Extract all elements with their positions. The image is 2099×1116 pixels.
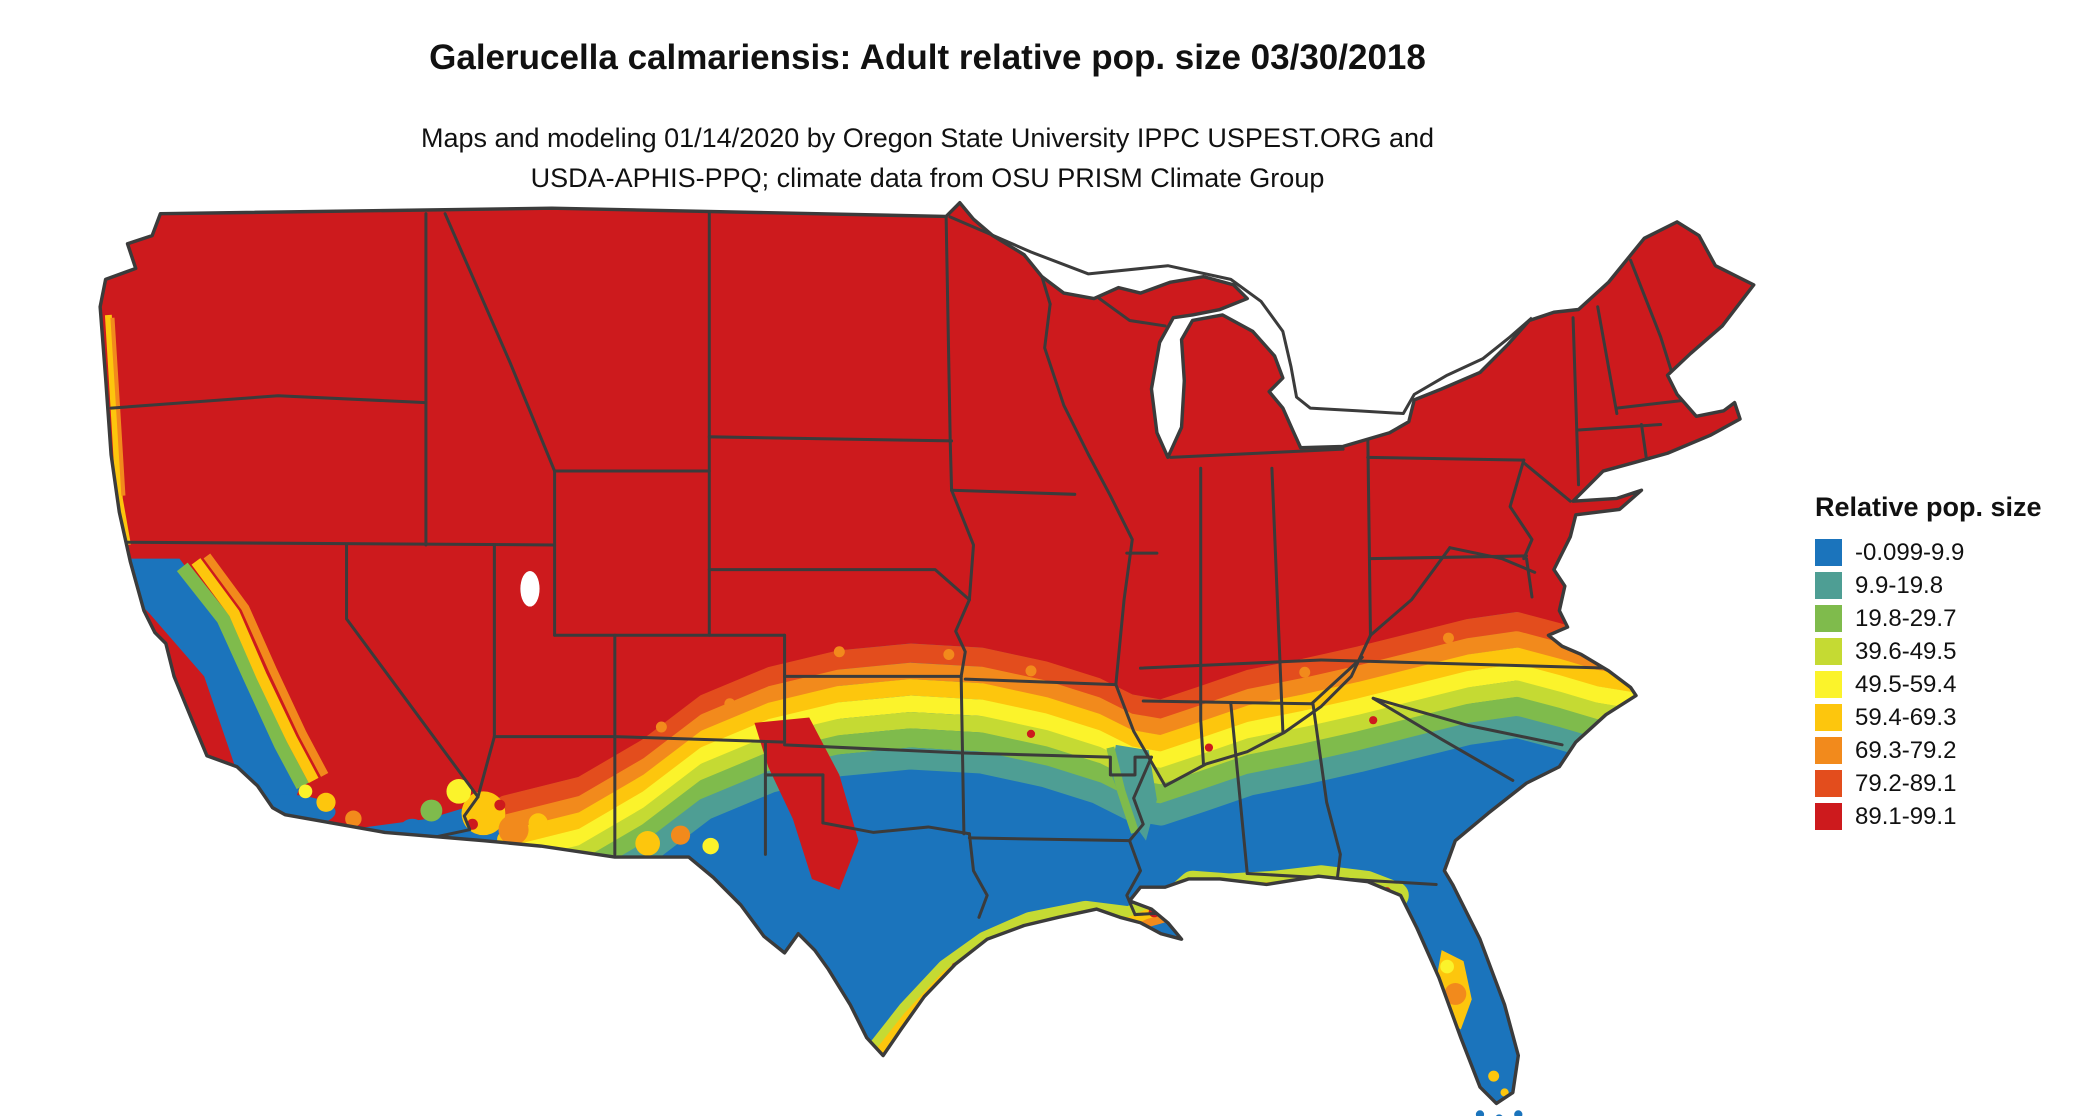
map-canvas	[72, 200, 1812, 1116]
legend-label: 89.1-99.1	[1855, 802, 1957, 830]
legend-item: 9.9-19.8	[1815, 572, 2095, 599]
map-subtitle: Maps and modeling 01/14/2020 by Oregon S…	[0, 118, 1855, 198]
legend-item: 89.1-99.1	[1815, 803, 2095, 830]
legend-swatch	[1815, 803, 1842, 830]
legend-swatch	[1815, 572, 1842, 599]
legend-swatch	[1815, 737, 1842, 764]
legend-swatch	[1815, 638, 1842, 665]
legend-swatch	[1815, 704, 1842, 731]
legend-item: 69.3-79.2	[1815, 737, 2095, 764]
legend-label: 9.9-19.8	[1855, 571, 1944, 599]
legend-label: 39.6-49.5	[1855, 637, 1957, 665]
florida-keys	[1475, 1110, 1485, 1116]
legend-label: 69.3-79.2	[1855, 736, 1957, 764]
legend-swatch	[1815, 770, 1842, 797]
legend-swatch	[1815, 605, 1842, 632]
legend-item: -0.099-9.9	[1815, 539, 2095, 566]
legend-swatch	[1815, 539, 1842, 566]
legend-label: 59.4-69.3	[1855, 703, 1957, 731]
legend-item: 59.4-69.3	[1815, 704, 2095, 731]
legend-label: 49.5-59.4	[1855, 670, 1957, 698]
legend-item: 39.6-49.5	[1815, 638, 2095, 665]
legend-item: 49.5-59.4	[1815, 671, 2095, 698]
us-map	[98, 201, 1756, 1116]
legend-label: -0.099-9.9	[1855, 538, 1965, 566]
legend-title: Relative pop. size	[1815, 492, 2042, 522]
legend-item: 19.8-29.7	[1815, 605, 2095, 632]
subtitle-line-1: Maps and modeling 01/14/2020 by Oregon S…	[420, 123, 1435, 153]
subtitle-line-2: USDA-APHIS-PPQ; climate data from OSU PR…	[530, 163, 1325, 193]
us-outline	[98, 201, 1756, 1106]
legend-item: 79.2-89.1	[1815, 770, 2095, 797]
legend-label: 79.2-89.1	[1855, 769, 1957, 797]
legend: Relative pop. size -0.099-9.9 9.9-19.8 1…	[1815, 492, 2095, 836]
page-title: Galerucella calmariensis: Adult relative…	[429, 38, 1426, 77]
legend-swatch	[1815, 671, 1842, 698]
legend-label: 19.8-29.7	[1855, 604, 1957, 632]
